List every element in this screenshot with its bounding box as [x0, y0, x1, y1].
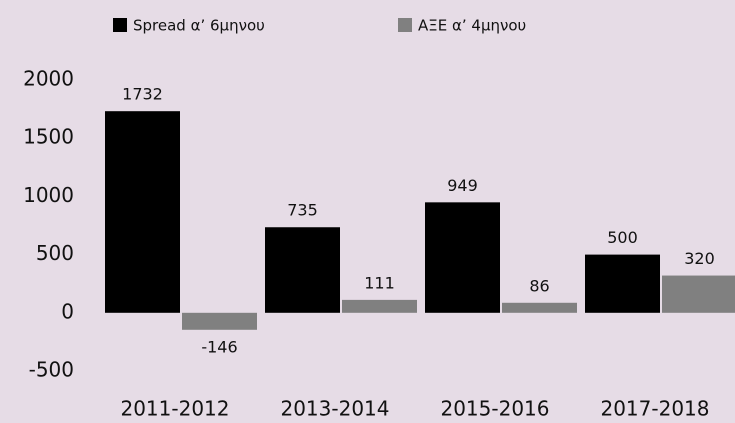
y-tick-label: 2000 — [23, 67, 74, 91]
value-label: -146 — [201, 337, 237, 356]
legend-label: ΑΞΕ α’ 4μηνου — [418, 17, 526, 35]
bar — [502, 302, 577, 313]
x-tick-label: 2011-2012 — [120, 397, 229, 421]
bar — [662, 275, 735, 313]
y-tick-label: 500 — [36, 241, 74, 265]
bar — [105, 111, 180, 313]
y-tick-label: 0 — [61, 299, 74, 323]
bar — [342, 299, 417, 313]
value-label: 500 — [607, 228, 638, 247]
x-tick-label: 2013-2014 — [280, 397, 389, 421]
bar — [182, 312, 257, 330]
value-label: 320 — [684, 249, 715, 268]
bar — [585, 254, 660, 313]
value-label: 111 — [364, 273, 395, 292]
y-tick-label: -500 — [29, 358, 74, 382]
x-tick-label: 2015-2016 — [440, 397, 549, 421]
value-label: 949 — [447, 176, 478, 195]
value-label: 86 — [529, 276, 549, 295]
bar — [265, 227, 340, 313]
x-tick-label: 2017-2018 — [600, 397, 709, 421]
y-tick-label: 1500 — [23, 125, 74, 149]
y-tick-label: 1000 — [23, 183, 74, 207]
legend-label: Spread α’ 6μηνου — [133, 17, 265, 35]
bar — [425, 202, 500, 313]
value-label: 735 — [287, 201, 318, 220]
legend-swatch — [113, 18, 127, 32]
value-label: 1732 — [122, 85, 163, 104]
legend-swatch — [398, 18, 412, 32]
